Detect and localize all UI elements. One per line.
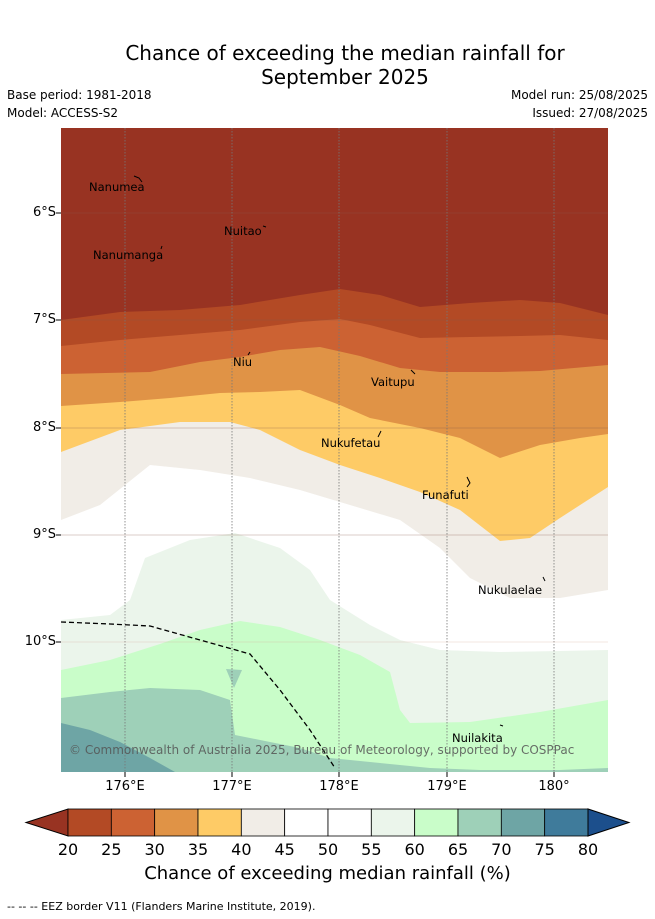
colorbar-tick-label: 25 [101, 840, 122, 859]
colorbar-swatch [327, 808, 372, 837]
colorbar-tick-label: 40 [231, 840, 252, 859]
colorbar-tick-label: 75 [534, 840, 555, 859]
colorbar-under-arrow [24, 808, 69, 837]
colorbar-swatch [457, 808, 502, 837]
colorbar-swatch [500, 808, 546, 837]
model-run: Model run: 25/08/2025 [510, 88, 648, 102]
colorbar-tick-label: 45 [274, 840, 295, 859]
place-label-nuitao: Nuitao [224, 224, 262, 238]
colorbar-swatch [154, 808, 199, 837]
colorbar-tick-label: 70 [491, 840, 512, 859]
lat-label-8s: 8°S [32, 420, 56, 435]
colorbar-tick-label: 20 [57, 840, 79, 859]
colorbar-swatch [110, 808, 156, 837]
colorbar-tick-label: 35 [187, 840, 209, 859]
lon-label-180: 180° [538, 779, 570, 794]
title-line-2: September 2025 [261, 65, 429, 89]
colorbar-swatch [197, 808, 242, 837]
colorbar-tick-label: 30 [144, 840, 165, 859]
map-title: Chance of exceeding the median rainfall … [0, 41, 655, 89]
place-label-nuilakita: Nuilakita [452, 731, 503, 745]
title-line-1: Chance of exceeding the median rainfall … [125, 41, 565, 65]
band-70-75 [61, 723, 175, 772]
colorbar-tick-label: 55 [361, 840, 382, 859]
lon-label-179e: 179°E [427, 779, 467, 794]
colorbar-tick-label: 80 [577, 840, 599, 859]
lon-label-178e: 178°E [319, 779, 359, 794]
colorbar-swatch [370, 808, 416, 837]
colorbar-tick-label: 50 [317, 840, 339, 859]
place-label-nukulaelae: Nukulaelae [478, 583, 542, 597]
lat-label-10s: 10°S [24, 634, 56, 649]
copyright-notice: © Commonwealth of Australia 2025, Bureau… [69, 743, 574, 757]
place-label-nanumanga: Nanumanga [93, 248, 163, 262]
colorbar-over-arrow [587, 808, 631, 837]
place-label-nukufetau: Nukufetau [321, 436, 380, 450]
band-65-70 [61, 688, 608, 772]
eez-border-line [61, 621, 336, 769]
colorbar-swatch [414, 808, 459, 837]
lon-label-176e: 176°E [105, 779, 145, 794]
colorbar-swatch [67, 808, 112, 837]
colorbar-swatch [284, 808, 329, 837]
rainfall-probability-map: Nanumea Nuitao Nanumanga Niu Vaitupu Nuk… [61, 128, 608, 772]
lon-label-177e: 177°E [212, 779, 252, 794]
longitude-gridlines [124, 128, 555, 772]
island-outlines [133, 175, 546, 727]
colorbar-swatch [544, 808, 589, 837]
axis-ticks [56, 212, 555, 777]
place-label-niu: Niu [233, 355, 252, 369]
contour-patch [226, 669, 242, 688]
place-label-nanumea: Nanumea [89, 180, 145, 194]
place-labels: Nanumea Nuitao Nanumanga Niu Vaitupu Nuk… [89, 180, 542, 745]
colorbar-tick-label: 60 [404, 840, 425, 859]
model-name: Model: ACCESS-S2 [7, 106, 119, 120]
place-label-funafuti: Funafuti [422, 488, 469, 502]
colorbar-tick-label: 65 [447, 840, 469, 859]
base-period: Base period: 1981-2018 [7, 88, 152, 102]
colorbar-title: Chance of exceeding median rainfall (%) [144, 863, 511, 884]
lat-label-9s: 9°S [32, 527, 56, 542]
colorbar [24, 808, 631, 837]
eez-footnote: -- -- -- EEZ border V11 (Flanders Marine… [7, 900, 316, 913]
place-label-vaitupu: Vaitupu [371, 375, 415, 389]
latitude-gridlines [61, 212, 608, 643]
lat-label-6s: 6°S [32, 205, 56, 220]
colorbar-swatch [240, 808, 286, 837]
issued-date: Issued: 27/08/2025 [532, 106, 648, 120]
lat-label-7s: 7°S [32, 312, 56, 327]
